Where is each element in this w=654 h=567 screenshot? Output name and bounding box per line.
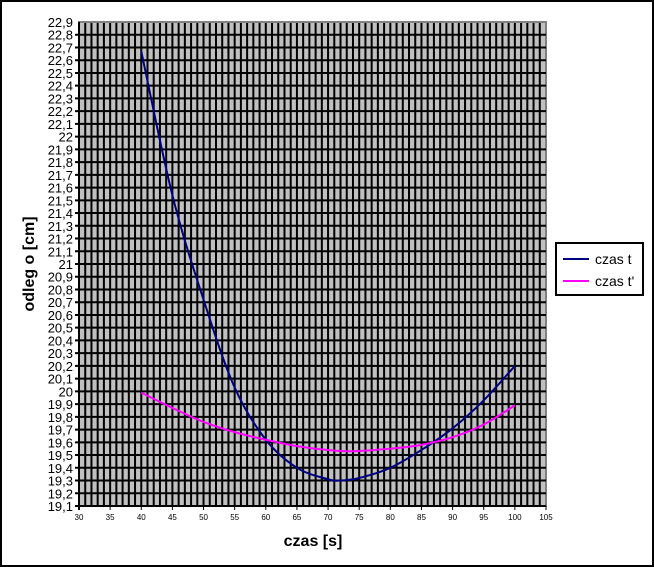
y-tick-label: 19,2 [48, 486, 73, 501]
series-line [140, 391, 516, 453]
legend-item-czas-t-prime: czas t' [563, 272, 634, 290]
y-tick-label: 21,4 [48, 206, 73, 221]
y-tick-label: 22,9 [48, 15, 73, 30]
x-axis-ticks: 30 35 40 45 50 55 60 65 70 75 80 85 90 95 100 105 [75, 506, 553, 522]
x-tick-label: 90 [448, 513, 457, 522]
series-line [140, 51, 516, 482]
y-tick-label: 22,3 [48, 91, 73, 106]
y-tick-label: 19,6 [48, 435, 73, 450]
y-tick-label: 21,3 [48, 219, 73, 234]
y-tick-label: 20,6 [48, 308, 73, 323]
y-tick-label: 21,6 [48, 181, 73, 196]
x-tick-label: 65 [292, 513, 301, 522]
y-tick-label: 22,1 [48, 117, 73, 132]
legend: czas t czas t' [555, 242, 644, 296]
x-axis-title: czas [s] [284, 533, 343, 550]
legend-label: czas t [595, 251, 632, 267]
y-tick-label: 22,4 [48, 79, 73, 94]
y-tick-label: 22,5 [48, 66, 73, 81]
y-tick-label: 20,2 [48, 359, 73, 374]
x-tick-label: 30 [75, 513, 84, 522]
y-tick-label: 22 [59, 130, 73, 145]
y-tick-label: 19,7 [48, 423, 73, 438]
data-series [140, 51, 516, 482]
legend-swatch-navy [563, 258, 589, 260]
y-tick-label: 19,4 [48, 461, 73, 476]
x-tick-label: 60 [261, 513, 270, 522]
x-tick-label: 95 [479, 513, 488, 522]
x-tick-label: 55 [230, 513, 239, 522]
y-tick-label: 19,5 [48, 448, 73, 463]
y-tick-label: 20,8 [48, 282, 73, 297]
y-tick-label: 19,3 [48, 474, 73, 489]
y-tick-label: 20 [59, 384, 73, 399]
y-tick-label: 22,8 [48, 28, 73, 43]
y-tick-label: 20,5 [48, 321, 73, 336]
y-tick-label: 20,1 [48, 372, 73, 387]
y-axis-ticks: 19,119,219,319,419,519,619,719,819,92020… [48, 15, 73, 514]
y-tick-label: 21,8 [48, 155, 73, 170]
y-tick-label: 20,4 [48, 333, 73, 348]
x-tick-label: 105 [539, 513, 553, 522]
x-tick-label: 45 [168, 513, 177, 522]
horizontal-gridlines [75, 22, 546, 510]
legend-label: czas t' [595, 273, 635, 289]
y-tick-label: 22,7 [48, 40, 73, 55]
y-tick-label: 19,8 [48, 410, 73, 425]
legend-swatch-magenta [563, 280, 589, 282]
y-tick-label: 22,2 [48, 104, 73, 119]
y-axis-title: odleg o [cm] [21, 216, 38, 311]
y-tick-label: 19,1 [48, 499, 73, 514]
y-tick-label: 20,7 [48, 295, 73, 310]
y-tick-label: 22,6 [48, 53, 73, 68]
x-tick-label: 85 [417, 513, 426, 522]
x-tick-label: 40 [137, 513, 146, 522]
x-tick-label: 50 [199, 513, 208, 522]
y-tick-label: 21,7 [48, 168, 73, 183]
x-tick-label: 35 [106, 513, 115, 522]
x-tick-label: 75 [355, 513, 364, 522]
y-tick-label: 21,9 [48, 142, 73, 157]
y-tick-label: 21,5 [48, 193, 73, 208]
x-tick-label: 100 [508, 513, 522, 522]
y-tick-label: 20,3 [48, 346, 73, 361]
x-tick-label: 70 [324, 513, 333, 522]
y-tick-label: 21,1 [48, 244, 73, 259]
y-tick-label: 20,9 [48, 270, 73, 285]
legend-item-czas-t: czas t [563, 250, 632, 268]
y-tick-label: 21 [59, 257, 73, 272]
y-tick-label: 21,2 [48, 232, 73, 247]
y-tick-label: 19,9 [48, 397, 73, 412]
x-tick-label: 80 [386, 513, 395, 522]
